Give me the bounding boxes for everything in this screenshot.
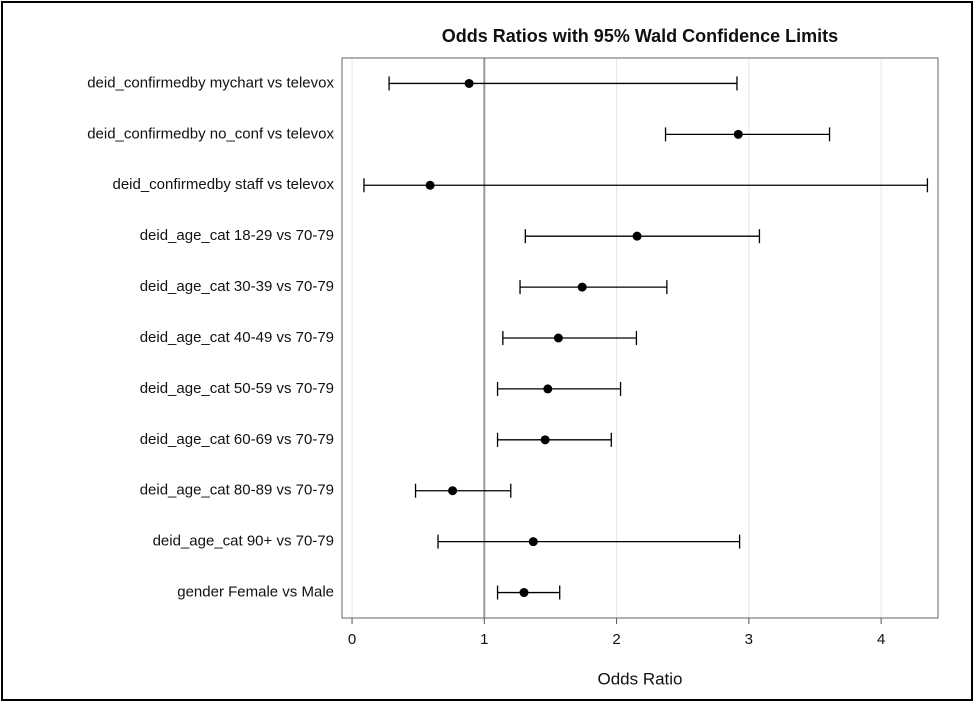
- point-estimate: [448, 486, 458, 496]
- y-tick-label: deid_confirmedby staff vs televox: [112, 176, 334, 193]
- plot-frame: [341, 57, 939, 619]
- y-tick-label: gender Female vs Male: [177, 584, 334, 601]
- x-tick-label: 1: [480, 631, 488, 648]
- point-estimate: [425, 180, 435, 190]
- x-tick-label: 4: [877, 631, 885, 648]
- point-estimate: [632, 231, 642, 241]
- y-tick-label: deid_age_cat 90+ vs 70-79: [153, 533, 334, 550]
- y-tick-label: deid_age_cat 30-39 vs 70-79: [140, 278, 334, 295]
- point-estimate: [528, 537, 538, 547]
- y-tick-label: deid_age_cat 80-89 vs 70-79: [140, 482, 334, 499]
- y-tick-label: deid_age_cat 50-59 vs 70-79: [140, 380, 334, 397]
- y-tick-label: deid_confirmedby no_conf vs televox: [87, 125, 334, 142]
- x-tick-label: 3: [745, 631, 753, 648]
- point-estimate: [733, 129, 743, 139]
- point-estimate: [577, 282, 587, 292]
- point-estimate: [464, 78, 474, 88]
- y-tick-label: deid_age_cat 40-49 vs 70-79: [140, 329, 334, 346]
- point-estimate: [519, 588, 529, 598]
- point-estimate: [540, 435, 550, 445]
- x-tick-label: 0: [348, 631, 356, 648]
- chart-title: Odds Ratios with 95% Wald Confidence Lim…: [442, 26, 838, 46]
- x-axis-label: Odds Ratio: [597, 669, 682, 688]
- y-tick-label: deid_age_cat 18-29 vs 70-79: [140, 227, 334, 244]
- x-tick-label: 2: [612, 631, 620, 648]
- point-estimate: [543, 384, 553, 394]
- y-tick-label: deid_age_cat 60-69 vs 70-79: [140, 431, 334, 448]
- point-estimate: [553, 333, 563, 343]
- y-tick-label: deid_confirmedby mychart vs televox: [87, 74, 334, 91]
